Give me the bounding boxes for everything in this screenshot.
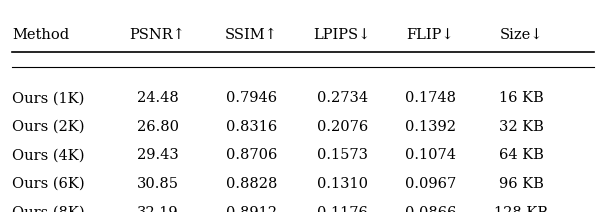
Text: 32.19: 32.19 (137, 206, 178, 212)
Text: 0.8706: 0.8706 (226, 148, 277, 162)
Text: Ours (6K): Ours (6K) (12, 177, 85, 191)
Text: 64 KB: 64 KB (499, 148, 544, 162)
Text: 0.8828: 0.8828 (226, 177, 277, 191)
Text: 128 KB: 128 KB (494, 206, 548, 212)
Text: 0.1748: 0.1748 (405, 91, 456, 105)
Text: 0.8912: 0.8912 (226, 206, 277, 212)
Text: 0.0967: 0.0967 (405, 177, 456, 191)
Text: 32 KB: 32 KB (499, 120, 544, 134)
Text: Size↓: Size↓ (499, 28, 543, 42)
Text: 29.43: 29.43 (137, 148, 178, 162)
Text: 0.7946: 0.7946 (226, 91, 277, 105)
Text: SSIM↑: SSIM↑ (225, 28, 278, 42)
Text: Ours (8K): Ours (8K) (12, 206, 85, 212)
Text: 0.2734: 0.2734 (317, 91, 368, 105)
Text: LPIPS↓: LPIPS↓ (314, 28, 371, 42)
Text: 0.2076: 0.2076 (317, 120, 368, 134)
Text: 0.1176: 0.1176 (317, 206, 368, 212)
Text: 0.1573: 0.1573 (317, 148, 368, 162)
Text: Ours (1K): Ours (1K) (12, 91, 84, 105)
Text: Ours (2K): Ours (2K) (12, 120, 85, 134)
Text: 0.0866: 0.0866 (405, 206, 456, 212)
Text: 30.85: 30.85 (136, 177, 179, 191)
Text: 96 KB: 96 KB (499, 177, 544, 191)
Text: 0.1310: 0.1310 (317, 177, 368, 191)
Text: 0.1074: 0.1074 (405, 148, 456, 162)
Text: 24.48: 24.48 (137, 91, 178, 105)
Text: 26.80: 26.80 (136, 120, 179, 134)
Text: Method: Method (12, 28, 69, 42)
Text: Ours (4K): Ours (4K) (12, 148, 85, 162)
Text: 0.8316: 0.8316 (226, 120, 277, 134)
Text: 0.1392: 0.1392 (405, 120, 456, 134)
Text: 16 KB: 16 KB (499, 91, 544, 105)
Text: FLIP↓: FLIP↓ (407, 28, 454, 42)
Text: PSNR↑: PSNR↑ (130, 28, 185, 42)
